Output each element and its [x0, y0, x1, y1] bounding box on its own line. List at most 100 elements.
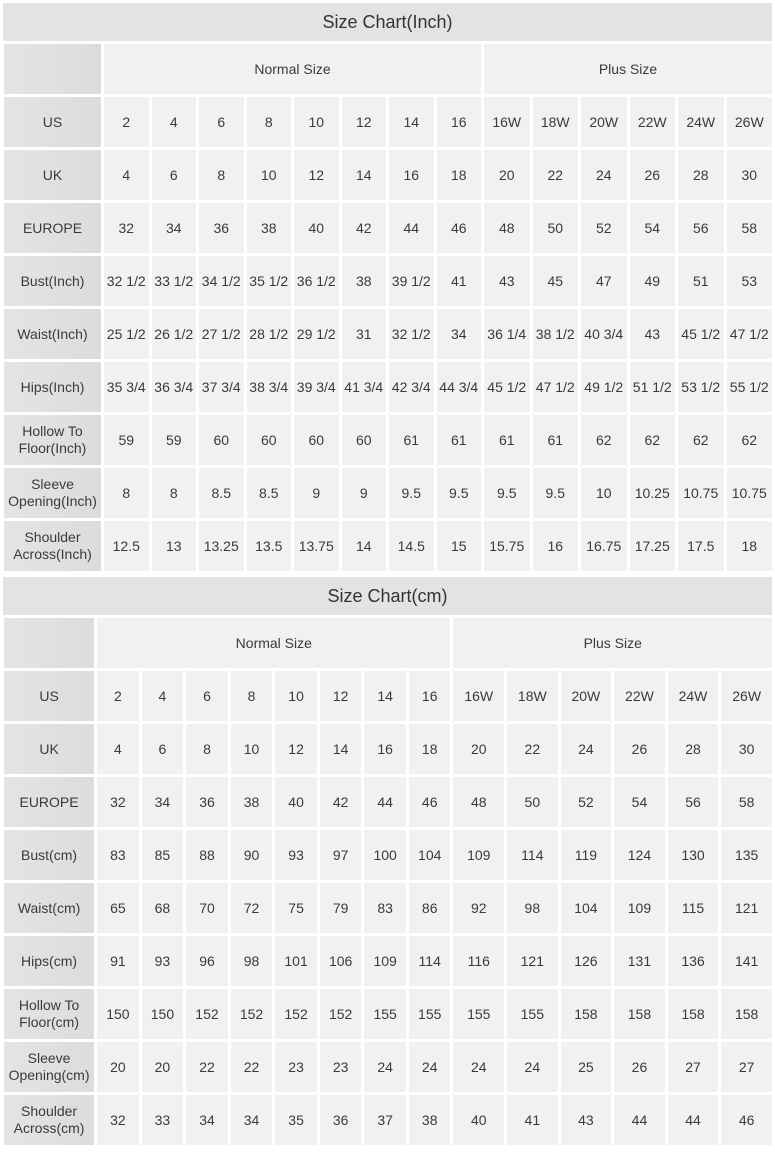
size-value-cell: 14: [341, 521, 386, 571]
size-value-cell: 72: [230, 883, 273, 933]
size-value-cell: 150: [141, 989, 184, 1039]
size-value-cell: 4: [151, 97, 196, 147]
size-value-cell: 41: [436, 256, 481, 306]
size-value-cell: 49 1/2: [581, 362, 627, 412]
size-value-cell: 35: [275, 1095, 317, 1145]
table-row: US 2 4 6 8 10 12 14 16 16W 18W 20W 22W 24W 26W: [4, 97, 773, 147]
size-value-cell: 26: [629, 150, 675, 200]
size-value-cell: 8: [230, 671, 273, 721]
size-value-cell: 38: [341, 256, 386, 306]
size-value-cell: 10.25: [629, 468, 675, 518]
size-value-cell: 41 3/4: [341, 362, 386, 412]
table-row: Shoulder Across(Inch) 12.5 13 13.25 13.5 13.7…: [4, 521, 773, 571]
size-value-cell: 16: [408, 671, 451, 721]
table-row: EUROPE 32 34 36 38 40 42 44 46 48 50 52 54 56 58: [4, 777, 772, 827]
size-value-cell: 40: [294, 203, 339, 253]
size-value-cell: 85: [141, 830, 184, 880]
size-value-cell: 40: [453, 1095, 505, 1145]
size-value-cell: 58: [726, 203, 773, 253]
size-value-cell: 15: [436, 521, 481, 571]
size-value-cell: 90: [230, 830, 273, 880]
size-value-cell: 25: [560, 1042, 612, 1092]
size-value-cell: 20W: [581, 97, 627, 147]
size-value-cell: 31: [341, 309, 386, 359]
size-value-cell: 104: [560, 883, 612, 933]
size-value-cell: 12: [275, 724, 317, 774]
size-value-cell: 10: [294, 97, 339, 147]
size-value-cell: 61: [389, 415, 434, 465]
size-value-cell: 22: [532, 150, 578, 200]
size-value-cell: 152: [186, 989, 228, 1039]
size-value-cell: 20: [97, 1042, 139, 1092]
size-value-cell: 56: [667, 777, 719, 827]
table-row: Hollow To Floor(cm) 150 150 152 152 152 152 155…: [4, 989, 772, 1039]
size-value-cell: 43: [560, 1095, 612, 1145]
size-value-cell: 32: [97, 1095, 139, 1145]
size-value-cell: 10: [230, 724, 273, 774]
size-value-cell: 24: [581, 150, 627, 200]
size-value-cell: 26W: [726, 97, 773, 147]
size-value-cell: 6: [186, 671, 228, 721]
size-value-cell: 62: [581, 415, 627, 465]
size-value-cell: 10.75: [726, 468, 773, 518]
row-label: US: [4, 97, 101, 147]
size-value-cell: 155: [364, 989, 406, 1039]
size-value-cell: 54: [614, 777, 665, 827]
size-value-cell: 22: [230, 1042, 273, 1092]
size-value-cell: 45: [532, 256, 578, 306]
row-label: US: [4, 671, 95, 721]
size-value-cell: 26 1/2: [151, 309, 196, 359]
size-value-cell: 109: [364, 936, 406, 986]
size-value-cell: 24: [560, 724, 612, 774]
size-value-cell: 12: [341, 97, 386, 147]
size-value-cell: 49: [629, 256, 675, 306]
size-value-cell: 47: [581, 256, 627, 306]
size-value-cell: 114: [408, 936, 451, 986]
row-label: Bust(Inch): [4, 256, 101, 306]
size-value-cell: 121: [721, 883, 772, 933]
table-row: UK 4 6 8 10 12 14 16 18 20 22 24 26 28 30: [4, 150, 773, 200]
size-value-cell: 34: [141, 777, 184, 827]
corner-cell: [4, 44, 101, 94]
size-value-cell: 152: [230, 989, 273, 1039]
size-value-cell: 36 1/4: [484, 309, 530, 359]
size-value-cell: 20: [141, 1042, 184, 1092]
size-value-cell: 9.5: [484, 468, 530, 518]
size-value-cell: 109: [614, 883, 665, 933]
size-value-cell: 32: [97, 777, 139, 827]
size-value-cell: 9.5: [532, 468, 578, 518]
size-value-cell: 28: [678, 150, 724, 200]
size-value-cell: 51: [678, 256, 724, 306]
size-value-cell: 34: [436, 309, 481, 359]
size-value-cell: 93: [275, 830, 317, 880]
size-value-cell: 59: [104, 415, 149, 465]
size-value-cell: 25 1/2: [104, 309, 149, 359]
size-chart-inch-table: Normal Size Plus Size US 2 4 6 8 10 12 14 16 16W 18W…: [1, 41, 775, 574]
table-row: UK 4 6 8 10 12 14 16 18 20 22 24 26 28 30: [4, 724, 772, 774]
size-value-cell: 41: [507, 1095, 558, 1145]
size-value-cell: 60: [341, 415, 386, 465]
normal-size-header: Normal Size: [97, 618, 451, 668]
size-value-cell: 10: [275, 671, 317, 721]
size-value-cell: 158: [721, 989, 772, 1039]
size-value-cell: 8: [186, 724, 228, 774]
size-value-cell: 34: [230, 1095, 273, 1145]
size-value-cell: 83: [97, 830, 139, 880]
size-value-cell: 10: [581, 468, 627, 518]
size-value-cell: 158: [667, 989, 719, 1039]
size-value-cell: 14: [341, 150, 386, 200]
size-value-cell: 46: [436, 203, 481, 253]
size-value-cell: 10.75: [678, 468, 724, 518]
size-value-cell: 98: [230, 936, 273, 986]
corner-cell: [4, 618, 95, 668]
size-value-cell: 27: [721, 1042, 772, 1092]
size-value-cell: 59: [151, 415, 196, 465]
size-value-cell: 40 3/4: [581, 309, 627, 359]
row-label: Shoulder Across(Inch): [4, 521, 101, 571]
size-value-cell: 46: [408, 777, 451, 827]
size-value-cell: 6: [141, 724, 184, 774]
size-value-cell: 42: [319, 777, 362, 827]
size-value-cell: 158: [560, 989, 612, 1039]
size-value-cell: 32 1/2: [104, 256, 149, 306]
size-value-cell: 4: [97, 724, 139, 774]
